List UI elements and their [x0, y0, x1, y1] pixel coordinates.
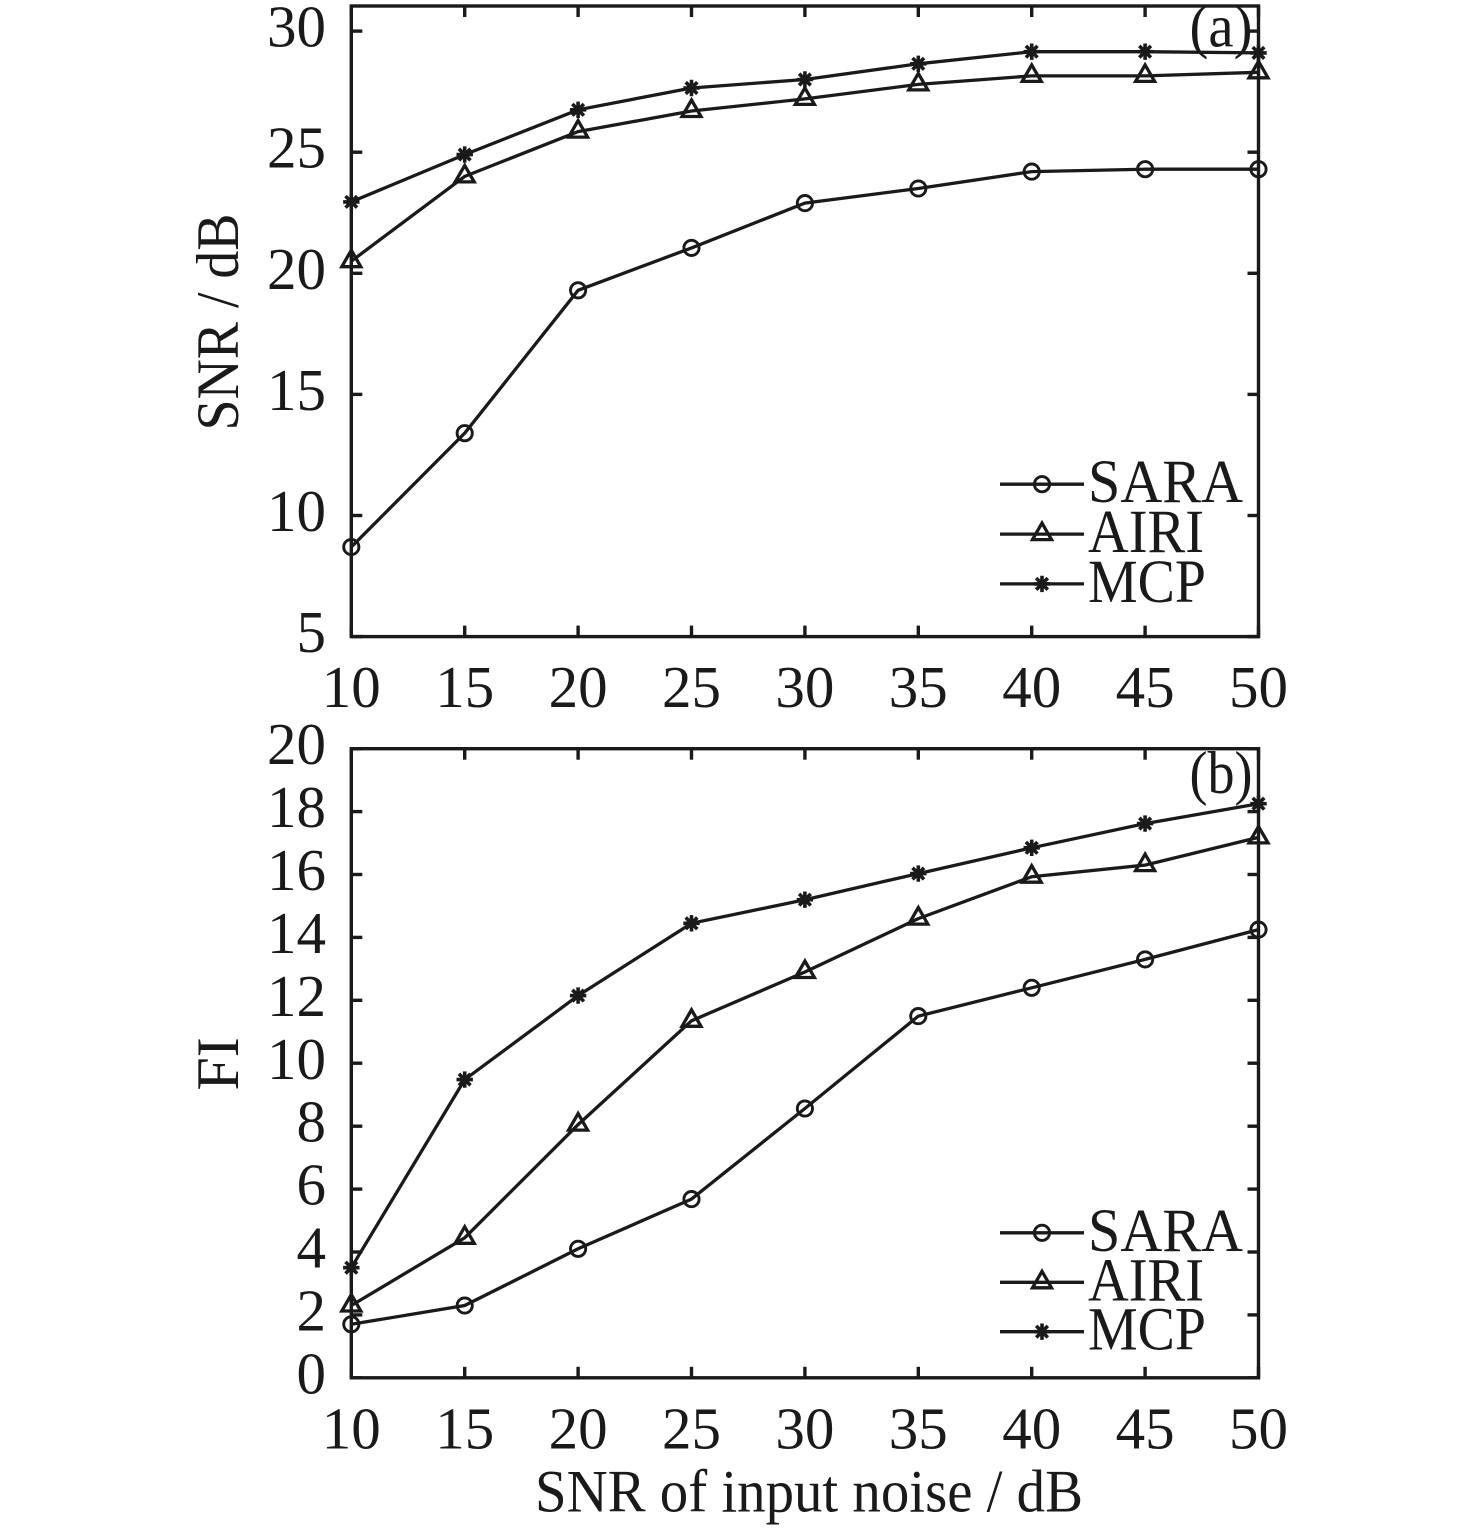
svg-text:25: 25 [267, 115, 326, 181]
svg-text:40: 40 [1002, 1395, 1061, 1461]
svg-text:45: 45 [1116, 654, 1175, 720]
svg-text:0: 0 [297, 1340, 327, 1406]
svg-text:20: 20 [267, 711, 326, 777]
svg-text:SARA: SARA [1088, 1198, 1243, 1265]
svg-text:18: 18 [267, 774, 326, 840]
svg-text:35: 35 [889, 654, 948, 720]
svg-text:25: 25 [662, 654, 721, 720]
svg-text:15: 15 [435, 1395, 494, 1461]
svg-text:AIRI: AIRI [1088, 1247, 1204, 1314]
svg-text:50: 50 [1229, 654, 1288, 720]
svg-text:16: 16 [267, 837, 326, 903]
svg-text:SNR of input noise / dB: SNR of input noise / dB [535, 1459, 1083, 1525]
svg-text:15: 15 [435, 654, 494, 720]
svg-text:10: 10 [267, 1026, 326, 1092]
svg-text:MCP: MCP [1088, 1297, 1206, 1364]
svg-text:14: 14 [267, 900, 326, 966]
svg-text:25: 25 [662, 1395, 721, 1461]
svg-text:SARA: SARA [1088, 449, 1243, 516]
svg-text:4: 4 [297, 1215, 327, 1281]
svg-text:12: 12 [267, 963, 326, 1029]
svg-text:10: 10 [267, 478, 326, 544]
svg-text:20: 20 [549, 1395, 608, 1461]
svg-text:10: 10 [322, 654, 381, 720]
svg-text:45: 45 [1116, 1395, 1175, 1461]
svg-text:6: 6 [297, 1152, 327, 1218]
svg-text:MCP: MCP [1088, 549, 1206, 616]
svg-text:(b): (b) [1190, 740, 1253, 806]
svg-text:35: 35 [889, 1395, 948, 1461]
svg-text:5: 5 [297, 599, 327, 665]
svg-text:40: 40 [1002, 654, 1061, 720]
svg-text:30: 30 [267, 0, 326, 60]
svg-text:FI: FI [185, 1037, 251, 1090]
svg-text:(a): (a) [1190, 0, 1253, 60]
svg-text:2: 2 [297, 1277, 327, 1343]
svg-text:30: 30 [775, 1395, 834, 1461]
svg-text:AIRI: AIRI [1088, 499, 1204, 566]
svg-text:10: 10 [322, 1395, 381, 1461]
svg-text:8: 8 [297, 1089, 327, 1155]
svg-text:15: 15 [267, 357, 326, 423]
svg-text:20: 20 [549, 654, 608, 720]
svg-text:20: 20 [267, 236, 326, 302]
svg-text:50: 50 [1229, 1395, 1288, 1461]
svg-text:30: 30 [775, 654, 834, 720]
svg-text:SNR / dB: SNR / dB [185, 214, 251, 431]
